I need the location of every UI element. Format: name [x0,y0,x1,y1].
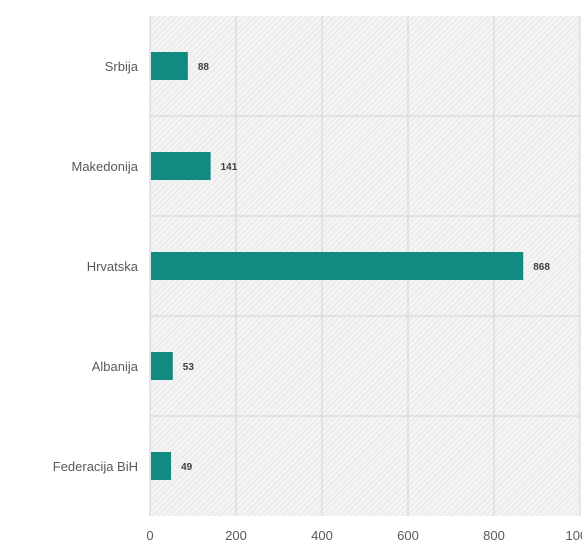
x-tick-label-800: 800 [483,528,505,543]
data-label-hrvatska: 868 [533,262,550,273]
data-labels: 88 141 868 53 49 [181,62,550,473]
x-tick-label-600: 600 [397,528,419,543]
bar-albanija [151,352,173,380]
category-label-srbija: Srbija [105,59,139,74]
category-labels: Srbija Makedonija Hrvatska Albanija Federaci… [53,59,139,474]
category-label-federacija-bih: Federacija BiH [53,459,138,474]
row-separators [150,115,580,417]
bar-federacija-bih [151,452,172,480]
x-tick-label-400: 400 [311,528,333,543]
data-label-srbija: 88 [198,62,210,73]
bar-hrvatska [151,252,524,280]
x-tick-label-200: 200 [225,528,247,543]
x-tick-label-0: 0 [146,528,153,543]
bars [151,52,524,480]
bar-makedonija [151,152,211,180]
x-tick-label-1000: 1000 [566,528,582,543]
category-label-makedonija: Makedonija [72,159,139,174]
data-label-federacija-bih: 49 [181,462,193,473]
bar-srbija [151,52,188,80]
x-tick-labels: 0 200 400 600 800 1000 [146,528,582,543]
data-label-albanija: 53 [183,362,195,373]
category-label-hrvatska: Hrvatska [87,259,139,274]
data-label-makedonija: 141 [221,162,238,173]
category-label-albanija: Albanija [92,359,139,374]
